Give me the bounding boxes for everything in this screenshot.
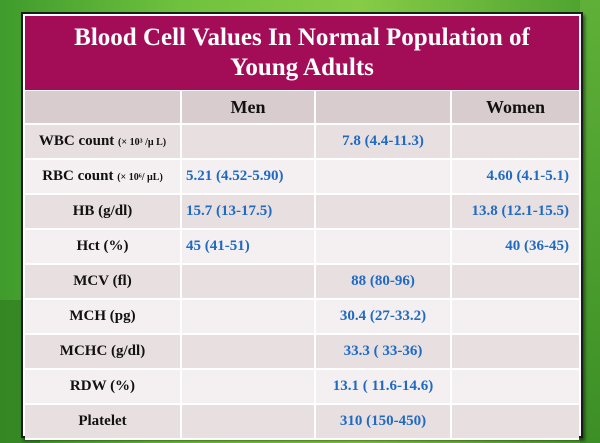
slide-panel: Blood Cell Values In Normal Population o… [21, 12, 583, 440]
common-value: 33.3 ( 33-36) [315, 334, 452, 370]
women-value: 40 (36-45) [451, 229, 579, 265]
common-value: 88 (80-96) [315, 264, 452, 300]
women-value [451, 264, 579, 300]
common-value [315, 229, 452, 265]
women-value [451, 299, 579, 335]
row-label: MCV (fl) [25, 264, 182, 300]
header-label [25, 91, 182, 125]
men-value [181, 404, 316, 440]
women-value: 4.60 (4.1-5.1) [451, 159, 579, 195]
row-label: RBC count (× 10⁶/ µL) [25, 159, 182, 195]
men-value: 15.7 (13-17.5) [181, 194, 316, 230]
women-value [451, 124, 579, 160]
row-label: WBC count (× 10³ /µ L) [25, 124, 182, 160]
table-row: MCV (fl) 88 (80-96) [25, 264, 579, 300]
common-value: 13.1 ( 11.6-14.6) [315, 369, 452, 405]
header-men: Men [181, 91, 316, 125]
table-row: Platelet 310 (150-450) [25, 404, 579, 440]
women-value: 13.8 (12.1-15.5) [451, 194, 579, 230]
common-value: 310 (150-450) [315, 404, 452, 440]
women-value [451, 404, 579, 440]
background-shape [580, 0, 600, 443]
common-value: 30.4 (27-33.2) [315, 299, 452, 335]
blood-values-table: Men Women WBC count (× 10³ /µ L) 7.8 (4.… [25, 91, 579, 440]
common-value: 7.8 (4.4-11.3) [315, 124, 452, 160]
table-row: MCH (pg) 30.4 (27-33.2) [25, 299, 579, 335]
row-label: Platelet [25, 404, 182, 440]
table-row: RBC count (× 10⁶/ µL) 5.21 (4.52-5.90) 4… [25, 159, 579, 195]
header-common [315, 91, 452, 125]
table-row: WBC count (× 10³ /µ L) 7.8 (4.4-11.3) [25, 124, 579, 160]
row-label: MCH (pg) [25, 299, 182, 335]
men-value: 45 (41-51) [181, 229, 316, 265]
men-value [181, 369, 316, 405]
header-women: Women [451, 91, 579, 125]
table-row: RDW (%) 13.1 ( 11.6-14.6) [25, 369, 579, 405]
men-value [181, 299, 316, 335]
row-label: MCHC (g/dl) [25, 334, 182, 370]
men-value [181, 264, 316, 300]
row-label: HB (g/dl) [25, 194, 182, 230]
men-value [181, 334, 316, 370]
row-label: RDW (%) [25, 369, 182, 405]
common-value [315, 159, 452, 195]
men-value: 5.21 (4.52-5.90) [181, 159, 316, 195]
men-value [181, 124, 316, 160]
women-value [451, 334, 579, 370]
table-header-row: Men Women [25, 91, 579, 125]
row-label: Hct (%) [25, 229, 182, 265]
title-line-2: Young Adults [230, 54, 374, 81]
table-row: MCHC (g/dl) 33.3 ( 33-36) [25, 334, 579, 370]
common-value [315, 194, 452, 230]
table-row: Hct (%) 45 (41-51) 40 (36-45) [25, 229, 579, 265]
women-value [451, 369, 579, 405]
table-row: HB (g/dl) 15.7 (13-17.5) 13.8 (12.1-15.5… [25, 194, 579, 230]
slide-title: Blood Cell Values In Normal Population o… [25, 16, 579, 90]
title-line-1: Blood Cell Values In Normal Population o… [74, 24, 530, 51]
